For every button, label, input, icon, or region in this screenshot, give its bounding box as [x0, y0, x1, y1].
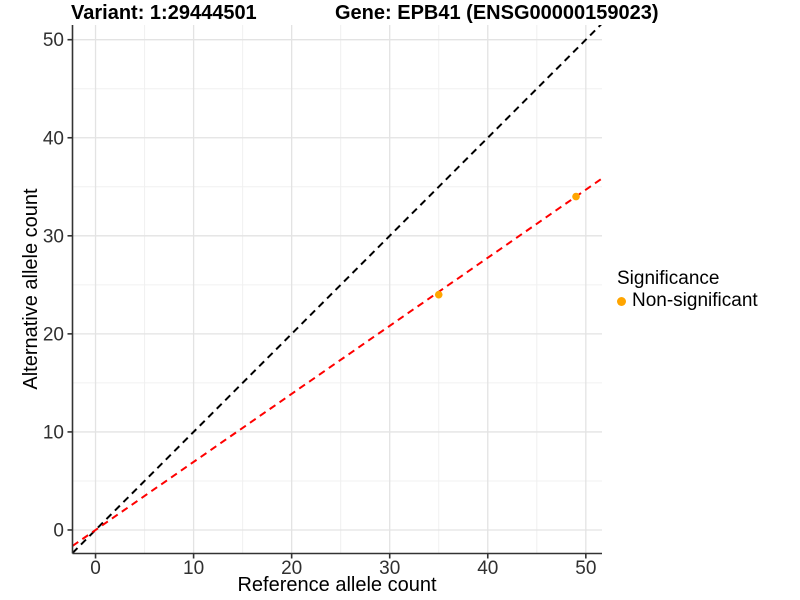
data-point[interactable]	[434, 290, 443, 299]
y-tick-label: 20	[43, 324, 64, 345]
x-tick-label: 0	[90, 558, 101, 579]
data-point[interactable]	[572, 192, 580, 201]
point-swatch-icon	[617, 296, 626, 306]
y-tick-label: 40	[43, 128, 64, 149]
x-tick-label: 50	[575, 558, 596, 579]
y-tick-label: 30	[43, 226, 64, 247]
plot-title-gene: Gene: EPB41 (ENSG00000159023)	[335, 2, 659, 24]
x-tick-label: 10	[183, 558, 204, 579]
x-tick-label: 20	[281, 558, 302, 579]
y-tick-label: 10	[43, 422, 64, 443]
x-axis-title: Reference allele count	[237, 574, 437, 596]
legend-item-label: Non-significant	[632, 290, 758, 311]
y-axis-title: Alternative allele count	[20, 188, 42, 390]
legend-title: Significance	[617, 268, 720, 289]
identity-line	[72, 25, 602, 554]
y-tick-label: 0	[53, 520, 64, 541]
y-tick-label: 50	[43, 30, 64, 51]
x-tick-label: 40	[477, 558, 498, 579]
legend-item-non-significant[interactable]: Non-significant	[617, 290, 758, 312]
expected-ratio-line	[72, 177, 602, 547]
legend: Significance Non-significant	[617, 268, 758, 312]
plot-title-variant: Variant: 1:29444501	[71, 2, 257, 24]
x-tick-label: 30	[379, 558, 400, 579]
